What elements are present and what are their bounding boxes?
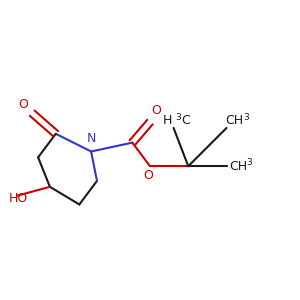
Text: 3: 3 xyxy=(175,113,181,122)
Text: O: O xyxy=(144,169,154,182)
Text: 3: 3 xyxy=(247,158,252,167)
Text: O: O xyxy=(151,104,161,117)
Text: 3: 3 xyxy=(244,113,249,122)
Text: CH: CH xyxy=(230,160,247,173)
Text: N: N xyxy=(86,132,96,145)
Text: HO: HO xyxy=(9,192,28,205)
Text: H: H xyxy=(163,114,172,127)
Text: CH: CH xyxy=(225,114,243,127)
Text: C: C xyxy=(181,114,190,127)
Text: O: O xyxy=(19,98,28,111)
